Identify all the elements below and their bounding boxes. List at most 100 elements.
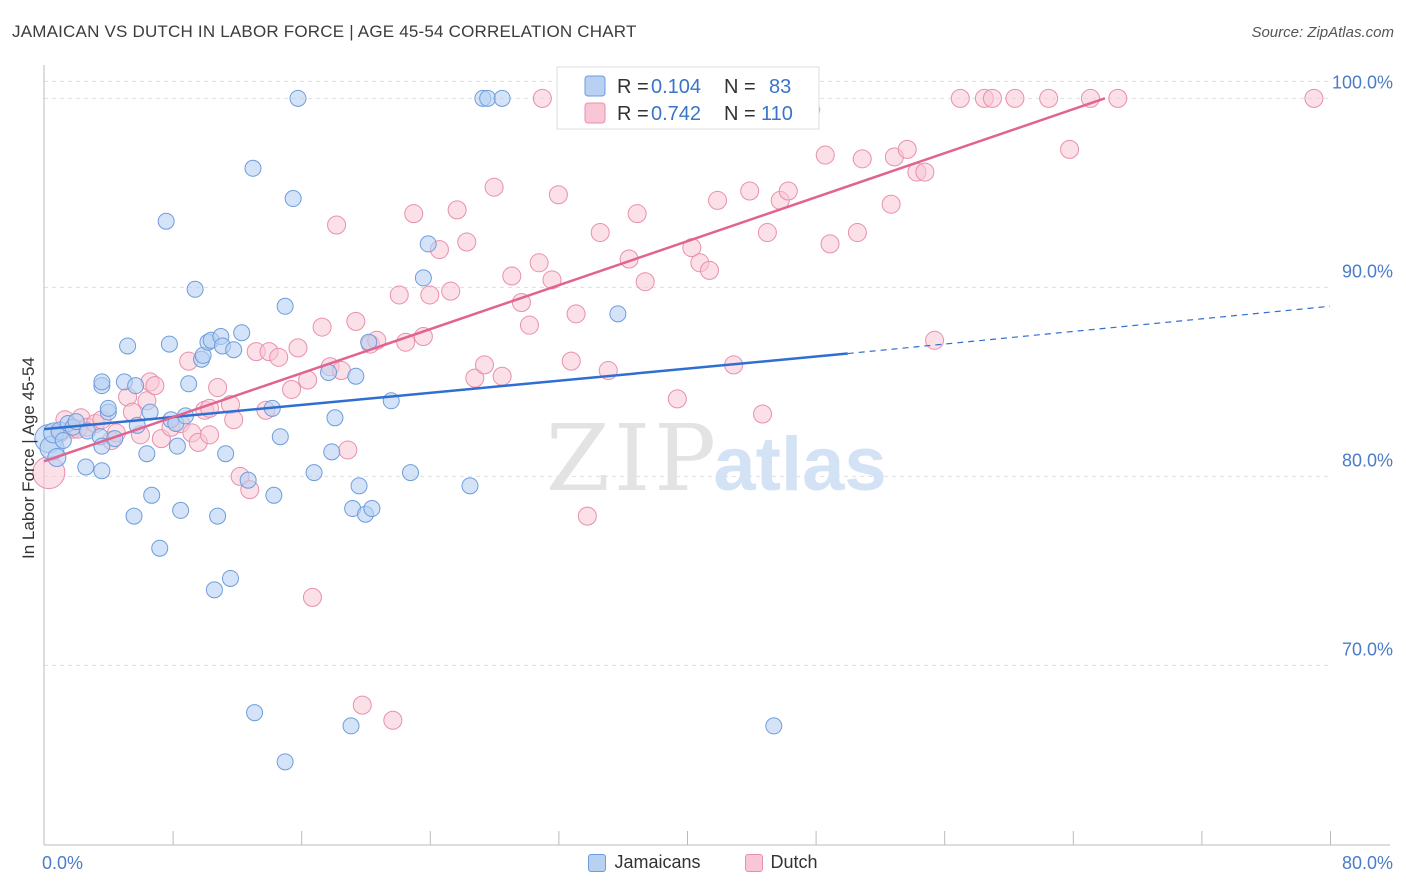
dutch-point [820,234,840,254]
jamaicans-point [479,89,497,107]
jamaicans-point [151,539,169,557]
jamaicans-point [284,190,302,208]
jamaicans-point [209,507,227,525]
dutch-point [208,378,228,398]
jamaicans-point [289,89,307,107]
dutch-point [1108,88,1128,108]
dutch-point [145,376,165,396]
y-tick-label: 80.0% [1342,450,1393,470]
dutch-point [753,404,773,424]
jamaicans-point [119,337,137,355]
jamaicans-swatch [588,853,607,872]
dutch-point [457,232,477,252]
jamaicans-point [363,500,381,518]
jamaicans-point [305,464,323,482]
jamaicans-point [180,375,198,393]
dutch-point [915,162,935,182]
dutch-point [757,223,777,243]
jamaicans-point [246,704,264,722]
dutch-point [881,194,901,214]
watermark: ZIP atlas [546,405,887,512]
jamaicans-point [271,428,289,446]
y-tick-label: 70.0% [1342,639,1393,659]
dutch-point [548,185,568,205]
dutch-point [1304,88,1324,108]
dutch-point [1005,88,1025,108]
legend-n-value-2: 110 [761,103,793,125]
jamaicans-point [326,409,344,427]
jamaicans-point [609,305,627,323]
dutch-point [312,317,332,337]
dutch-label: Dutch [770,852,818,872]
jamaicans-point [265,486,283,504]
bottom-legend-dutch: Dutch [744,852,818,873]
jamaicans-point [157,212,175,230]
dutch-point [396,332,416,352]
jamaicans-point [461,477,479,495]
dutch-point [590,223,610,243]
dutch-point [441,281,461,301]
jamaicans-point [143,486,161,504]
dutch-point [627,204,647,224]
dutch-point [897,139,917,159]
jamaicans-point [239,471,257,489]
jamaicans-point [493,89,511,107]
legend-r-value-1: 0.104 [651,76,701,98]
dutch-point [519,315,539,335]
jamaicans-point [233,324,251,342]
jamaicans-point [77,458,95,476]
legend-swatch-dutch [584,102,606,124]
dutch-point [404,204,424,224]
dutch-point [282,379,302,399]
tick-labels: 70.0% 80.0% 90.0% 100.0% 0.0% 80.0% [42,72,1393,873]
y-tick-label: 100.0% [1332,72,1393,92]
jamaicans-point [419,235,437,253]
bottom-legend: Jamaicans Dutch [0,852,1406,873]
jamaicans-point [765,717,783,735]
watermark-atlas: atlas [713,422,886,507]
dutch-point [447,200,467,220]
dutch-point [532,88,552,108]
legend-n-label-2: N = [724,103,756,125]
dutch-point [352,695,372,715]
dutch-point [566,304,586,324]
jamaicans-point [414,269,432,287]
dutch-point [302,587,322,607]
jamaicans-point [168,437,186,455]
dutch-point [847,223,867,243]
jamaicans-points [34,89,783,771]
jamaicans-point [125,507,143,525]
jamaicans-point [342,717,360,735]
jamaicans-point [93,462,111,480]
jamaicans-point [127,377,145,395]
dutch-point [484,177,504,197]
source-label: Source: ZipAtlas.com [1251,24,1394,41]
y-axis-label: In Labor Force | Age 45-54 [19,357,38,559]
jamaicans-point [93,373,111,391]
jamaicans-point [138,445,156,463]
legend-r-label-1: R = [617,76,649,98]
jamaicans-point [186,280,204,298]
dutch-trend-line [43,97,1106,463]
dutch-point [852,149,872,169]
dutch-point [700,260,720,280]
watermark-zip: ZIP [546,405,720,512]
dutch-point [529,253,549,273]
legend: R = 0.104 N = 83 R = 0.742 N = 110 [556,66,820,130]
jamaicans-point [160,335,178,353]
dutch-point [224,410,244,430]
dutch-point [925,330,945,350]
dutch-point [950,88,970,108]
dutch-point [338,440,358,460]
legend-r-label-2: R = [617,103,649,125]
jamaicans-point [205,581,223,599]
dutch-point [474,355,494,375]
dutch-point [815,145,835,165]
dutch-point [778,181,798,201]
jamaicans-point [221,569,239,587]
dutch-point [708,190,728,210]
dutch-point [200,425,220,445]
jamaicans-point [217,445,235,463]
dutch-point [327,215,347,235]
